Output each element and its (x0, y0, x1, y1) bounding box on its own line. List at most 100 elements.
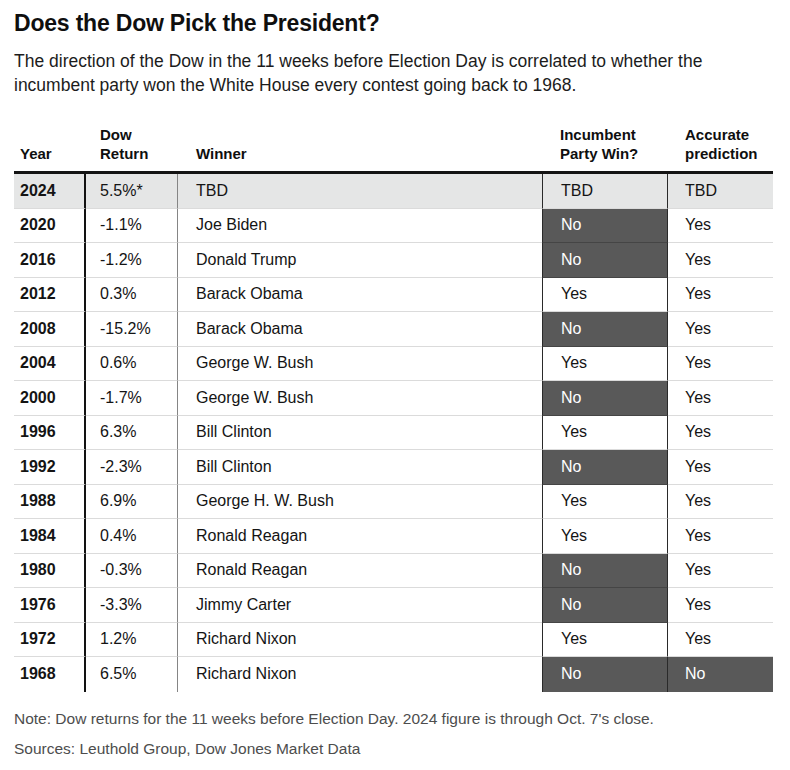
dow-return-cell: -1.1% (86, 209, 178, 244)
dow-return-cell: -1.2% (86, 243, 178, 278)
incumbent-win-cell: TBD (542, 174, 668, 209)
accurate-prediction-cell: Yes (668, 312, 773, 347)
accurate-prediction-cell: Yes (668, 554, 773, 589)
dow-return-cell: 6.5% (86, 657, 178, 692)
winner-cell: George W. Bush (178, 381, 542, 416)
table-row: 1988 6.9% George H. W. Bush Yes Yes (14, 485, 773, 520)
winner-cell: Joe Biden (178, 209, 542, 244)
column-header-incumbent-party-win: Incumbent Party Win? (542, 125, 668, 163)
accurate-prediction-cell: Yes (668, 450, 773, 485)
incumbent-win-cell: No (542, 554, 668, 589)
dow-return-cell: 0.6% (86, 347, 178, 382)
table-row: 1972 1.2% Richard Nixon Yes Yes (14, 623, 773, 658)
dow-return-cell: -0.3% (86, 554, 178, 589)
winner-cell: TBD (178, 174, 542, 209)
incumbent-win-cell: Yes (542, 623, 668, 658)
subtitle: The direction of the Dow in the 11 weeks… (14, 49, 759, 97)
dow-return-cell: 6.3% (86, 416, 178, 451)
winner-cell: Bill Clinton (178, 450, 542, 485)
year-cell: 1996 (14, 416, 86, 451)
table-row: 2004 0.6% George W. Bush Yes Yes (14, 347, 773, 382)
accurate-prediction-cell: Yes (668, 519, 773, 554)
dow-return-cell: -3.3% (86, 588, 178, 623)
year-cell: 2008 (14, 312, 86, 347)
year-cell: 2024 (14, 174, 86, 209)
accurate-prediction-cell: Yes (668, 209, 773, 244)
footnote: Note: Dow returns for the 11 weeks befor… (14, 708, 773, 730)
accurate-prediction-cell: Yes (668, 347, 773, 382)
table-row: 1992 -2.3% Bill Clinton No Yes (14, 450, 773, 485)
table-row: 2024 5.5%* TBD TBD TBD (14, 174, 773, 209)
table-row: 1996 6.3% Bill Clinton Yes Yes (14, 416, 773, 451)
winner-cell: Bill Clinton (178, 416, 542, 451)
infographic: Does the Dow Pick the President? The dir… (0, 0, 790, 760)
incumbent-win-cell: No (542, 381, 668, 416)
dow-return-cell: 0.4% (86, 519, 178, 554)
winner-cell: Barack Obama (178, 278, 542, 313)
incumbent-win-cell: No (542, 588, 668, 623)
year-cell: 2020 (14, 209, 86, 244)
table-row: 2020 -1.1% Joe Biden No Yes (14, 209, 773, 244)
winner-cell: Ronald Reagan (178, 519, 542, 554)
incumbent-win-cell: No (542, 450, 668, 485)
accurate-prediction-cell: Yes (668, 588, 773, 623)
column-header-year: Year (14, 144, 86, 163)
incumbent-win-cell: Yes (542, 519, 668, 554)
table-row: 2008 -15.2% Barack Obama No Yes (14, 312, 773, 347)
winner-cell: Ronald Reagan (178, 554, 542, 589)
table-row: 2000 -1.7% George W. Bush No Yes (14, 381, 773, 416)
year-cell: 1992 (14, 450, 86, 485)
winner-cell: George H. W. Bush (178, 485, 542, 520)
table-row: 1976 -3.3% Jimmy Carter No Yes (14, 588, 773, 623)
table-row: 2016 -1.2% Donald Trump No Yes (14, 243, 773, 278)
accurate-prediction-cell: Yes (668, 416, 773, 451)
accurate-prediction-cell: Yes (668, 381, 773, 416)
table-body: 2024 5.5%* TBD TBD TBD 2020 -1.1% Joe Bi… (14, 171, 773, 692)
incumbent-win-cell: Yes (542, 416, 668, 451)
accurate-prediction-cell: Yes (668, 243, 773, 278)
year-cell: 2012 (14, 278, 86, 313)
dow-return-cell: 6.9% (86, 485, 178, 520)
table-row: 1980 -0.3% Ronald Reagan No Yes (14, 554, 773, 589)
table-row: 1968 6.5% Richard Nixon No No (14, 657, 773, 692)
year-cell: 2000 (14, 381, 86, 416)
incumbent-win-cell: No (542, 243, 668, 278)
winner-cell: George W. Bush (178, 347, 542, 382)
winner-cell: Donald Trump (178, 243, 542, 278)
column-header-winner: Winner (178, 144, 542, 163)
accurate-prediction-cell: Yes (668, 623, 773, 658)
year-cell: 1988 (14, 485, 86, 520)
page-title: Does the Dow Pick the President? (14, 10, 773, 37)
winner-cell: Richard Nixon (178, 623, 542, 658)
incumbent-win-cell: Yes (542, 485, 668, 520)
year-cell: 2016 (14, 243, 86, 278)
sources-line: Sources: Leuthold Group, Dow Jones Marke… (14, 738, 773, 760)
accurate-prediction-cell: TBD (668, 174, 773, 209)
table-header-row: Year Dow Return Winner Incumbent Party W… (14, 125, 773, 171)
dow-return-cell: 1.2% (86, 623, 178, 658)
column-header-dow-return: Dow Return (86, 125, 178, 163)
dow-return-cell: 0.3% (86, 278, 178, 313)
incumbent-win-cell: No (542, 312, 668, 347)
accurate-prediction-cell: Yes (668, 485, 773, 520)
year-cell: 1972 (14, 623, 86, 658)
year-cell: 1984 (14, 519, 86, 554)
incumbent-win-cell: No (542, 209, 668, 244)
year-cell: 1976 (14, 588, 86, 623)
accurate-prediction-cell: Yes (668, 278, 773, 313)
winner-cell: Jimmy Carter (178, 588, 542, 623)
incumbent-win-cell: Yes (542, 278, 668, 313)
accurate-prediction-cell: No (668, 657, 773, 692)
dow-return-cell: 5.5%* (86, 174, 178, 209)
table-row: 1984 0.4% Ronald Reagan Yes Yes (14, 519, 773, 554)
year-cell: 1980 (14, 554, 86, 589)
winner-cell: Barack Obama (178, 312, 542, 347)
table-row: 2012 0.3% Barack Obama Yes Yes (14, 278, 773, 313)
incumbent-win-cell: No (542, 657, 668, 692)
dow-return-cell: -2.3% (86, 450, 178, 485)
year-cell: 1968 (14, 657, 86, 692)
column-header-accurate-prediction: Accurate prediction (668, 125, 773, 163)
winner-cell: Richard Nixon (178, 657, 542, 692)
dow-return-cell: -1.7% (86, 381, 178, 416)
year-cell: 2004 (14, 347, 86, 382)
